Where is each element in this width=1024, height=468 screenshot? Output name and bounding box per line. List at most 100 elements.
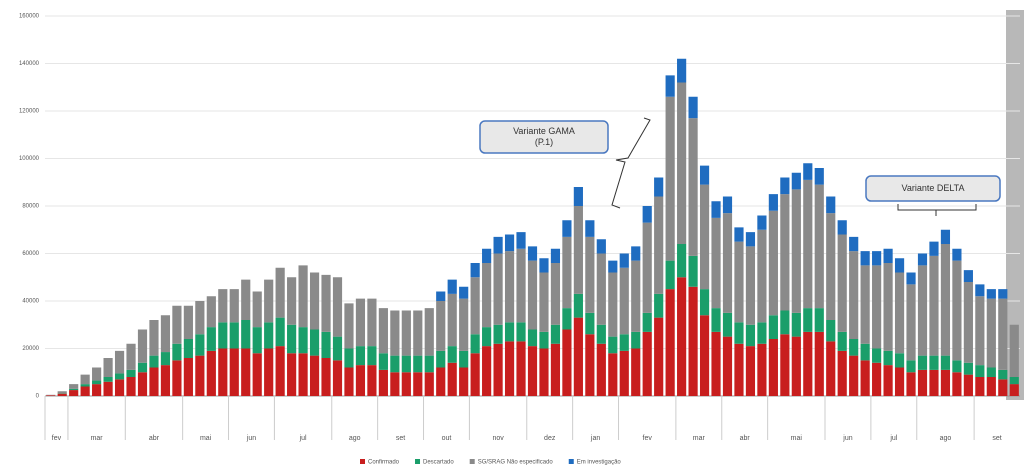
bar-segment <box>986 289 996 299</box>
bar-segment <box>264 348 274 396</box>
bar-segment <box>344 348 354 368</box>
y-tick-label: 0 <box>36 394 40 400</box>
bar-segment <box>654 177 664 197</box>
bar-segment <box>619 267 629 335</box>
bar-segment <box>309 272 320 330</box>
bar-segment <box>69 388 79 391</box>
bar-segment <box>92 380 102 385</box>
bar-segment <box>470 353 480 396</box>
bar-segment <box>482 327 492 347</box>
y-tick-label: 140000 <box>19 61 40 67</box>
bar-segment <box>585 312 595 335</box>
bar-segment <box>894 367 905 396</box>
bar-segment <box>860 360 870 396</box>
y-tick-label: 60000 <box>22 251 39 257</box>
bar-segment <box>677 244 687 278</box>
bar-segment <box>573 187 583 206</box>
bar-segment <box>952 360 962 373</box>
bar-segment <box>504 251 515 323</box>
bar-segment <box>837 331 847 351</box>
bar-segment <box>114 350 125 374</box>
bar-segment <box>608 260 618 273</box>
month-label: mar <box>91 435 104 442</box>
bar-segment <box>642 331 652 396</box>
bar-segment <box>332 277 343 337</box>
bar-segment <box>986 298 996 368</box>
bar-segment <box>80 374 90 385</box>
bar-segment <box>218 289 228 323</box>
bar-segment <box>791 172 801 190</box>
month-label: out <box>442 435 452 442</box>
bar-segment <box>459 350 469 368</box>
bar-segment <box>608 336 618 354</box>
bar-segment <box>539 348 549 396</box>
bar-segment <box>332 336 343 361</box>
bar-segment <box>872 265 882 349</box>
bar-segment <box>986 377 996 396</box>
bar-segment <box>92 367 102 381</box>
bar-segment <box>849 251 859 339</box>
bar-segment <box>688 96 698 119</box>
bar-segment <box>103 377 113 382</box>
bar-segment <box>780 177 790 195</box>
legend-label: Confirmado <box>368 460 400 466</box>
bar-segment <box>298 265 308 328</box>
bar-segment <box>780 334 790 396</box>
bar-segment <box>160 365 171 396</box>
bar-segment <box>699 165 710 185</box>
bar-segment <box>734 241 744 323</box>
month-label: fev <box>643 435 653 442</box>
month-label: ago <box>940 435 952 442</box>
bar-segment <box>275 346 285 396</box>
bar-segment <box>309 355 320 396</box>
bar-segment <box>757 322 767 344</box>
bar-segment <box>791 336 801 396</box>
bar-segment <box>539 258 549 273</box>
bar-segment <box>447 346 457 363</box>
bar-segment <box>872 362 882 396</box>
bar-segment <box>527 260 538 330</box>
bar-segment <box>596 324 606 344</box>
bar-segment <box>722 213 733 313</box>
bar-segment <box>470 277 480 335</box>
bar-segment <box>92 384 102 396</box>
bar-segment <box>504 234 515 252</box>
bar-segment <box>126 343 136 370</box>
bar-segment <box>390 355 400 373</box>
month-label: jul <box>889 435 897 442</box>
bar-segment <box>768 210 778 316</box>
bar-segment <box>642 312 652 332</box>
bar-segment <box>596 343 606 396</box>
bar-segment <box>963 282 973 363</box>
bar-segment <box>814 308 824 332</box>
bar-segment <box>355 365 366 396</box>
bar-segment <box>413 310 423 356</box>
bar-segment <box>619 253 629 268</box>
y-tick-label: 40000 <box>22 299 39 305</box>
bar-segment <box>722 336 733 396</box>
bar-segment <box>745 324 756 347</box>
bar-segment <box>206 350 216 396</box>
bar-segment <box>665 260 675 290</box>
bar-segment <box>573 293 583 318</box>
bar-segment <box>608 272 618 337</box>
bar-segment <box>447 362 457 396</box>
bar-segment <box>482 248 492 263</box>
bar-segment <box>745 232 756 247</box>
bar-segment <box>711 331 721 396</box>
bar-segment <box>975 296 985 366</box>
bar-segment <box>137 329 148 363</box>
bar-segment <box>688 118 698 256</box>
bar-segment <box>734 343 744 396</box>
bar-segment <box>688 286 698 396</box>
bar-segment <box>642 222 652 313</box>
bar-segment <box>963 270 973 282</box>
bar-segment <box>1009 324 1019 377</box>
bar-segment <box>413 355 423 373</box>
y-tick-label: 120000 <box>19 109 40 115</box>
bar-segment <box>436 367 446 396</box>
bar-segment <box>424 355 434 373</box>
bar-segment <box>654 317 664 396</box>
bar-segment <box>562 236 572 309</box>
bar-segment <box>849 236 859 252</box>
